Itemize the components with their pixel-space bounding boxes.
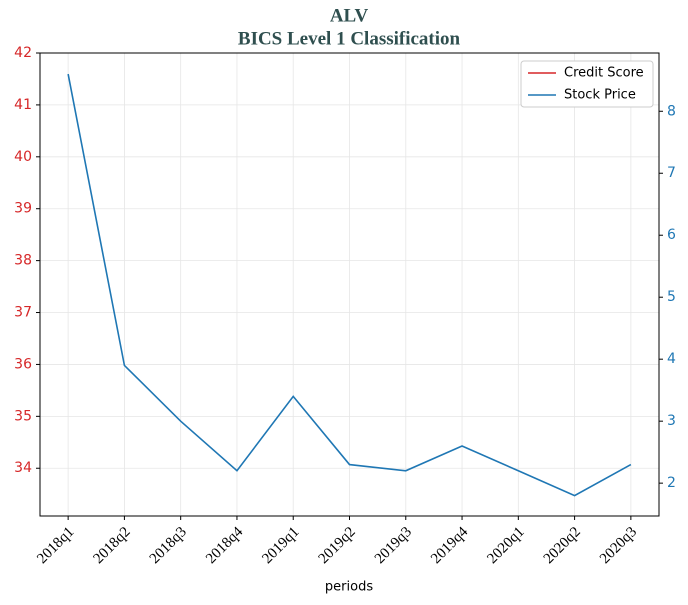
y2-tick-label: 8 [667,103,676,119]
legend-label: Credit Score [564,66,644,81]
chart-subtitle: BICS Level 1 Classification [238,28,461,49]
y-tick-label: 35 [14,408,32,424]
legend-label: Stock Price [564,88,636,103]
y2-tick-label: 7 [667,165,676,181]
x-tick-label: 2019q2 [316,524,359,567]
x-tick-label: 2019q4 [428,524,471,567]
y-tick-label: 37 [14,305,32,321]
y-tick-label: 36 [14,356,32,372]
x-tick-label: 2018q4 [203,524,246,567]
y-tick-label: 42 [14,45,32,61]
y2-tick-label: 3 [667,413,676,429]
x-tick-label: 2020q3 [597,524,640,567]
x-axis-label: periods [325,580,373,595]
x-tick-label: 2020q2 [541,524,584,567]
y-tick-label: 41 [14,97,32,113]
series-line [67,73,632,497]
y-tick-label: 38 [14,253,32,269]
y-tick-label: 39 [14,201,32,217]
chart-title: ALV [330,5,369,26]
x-tick-label: 2019q1 [259,524,302,567]
x-tick-label: 2018q1 [34,524,77,567]
y2-tick-label: 6 [667,227,676,243]
y-tick-label: 34 [14,460,32,476]
x-tick-label: 2018q2 [91,524,134,567]
x-tick-label: 2018q3 [147,524,190,567]
x-tick-label: 2020q1 [484,524,527,567]
x-tick-label: 2019q3 [372,524,415,567]
y-tick-label: 40 [14,149,32,165]
plot-frame [39,52,660,517]
y2-tick-label: 4 [667,351,676,367]
y2-tick-label: 5 [667,289,676,305]
y2-tick-label: 2 [667,475,676,491]
